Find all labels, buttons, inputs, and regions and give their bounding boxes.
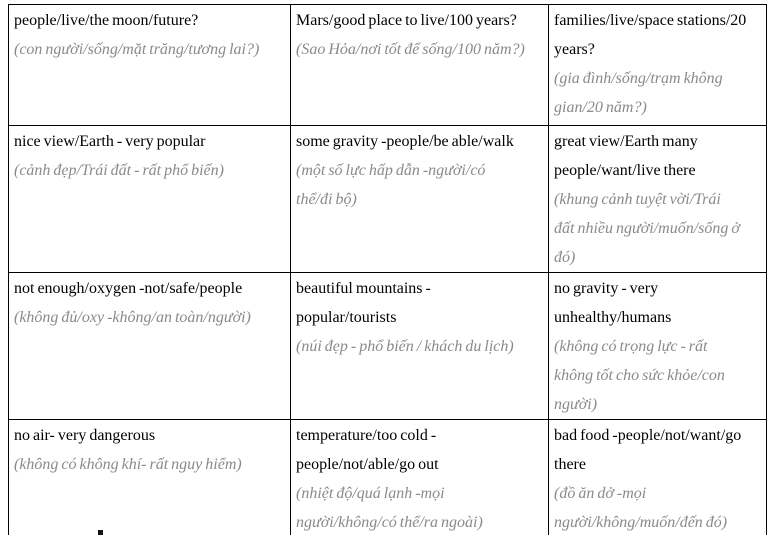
table-cell: some gravity -people/be able/walk (một s… <box>290 125 549 273</box>
english-phrase: families/live/space stations/20 years? <box>554 12 747 58</box>
table-row: not enough/oxygen -not/safe/people (khôn… <box>8 272 767 420</box>
vietnamese-translation: (không có trọng lực - rất không tốt cho … <box>554 338 725 413</box>
vietnamese-translation: (đồ ăn dở -mọi người/không/muốn/đến đó) <box>554 485 728 531</box>
english-phrase: no air- very dangerous <box>14 427 156 444</box>
table-cell: beautiful mountains - popular/tourists (… <box>290 272 549 420</box>
vietnamese-translation: (nhiệt độ/quá lạnh -mọi người/không/có t… <box>296 485 483 531</box>
table-cell: Mars/good place to live/100 years? (Sao … <box>290 4 549 126</box>
worksheet-table: people/live/the moon/future? (con người/… <box>8 4 767 535</box>
english-phrase: temperature/too cold - people/not/able/g… <box>296 427 439 473</box>
table-cell: no gravity - very unhealthy/humans (khôn… <box>548 272 767 420</box>
vietnamese-translation: (gia đình/sống/trạm không gian/20 năm?) <box>554 70 723 116</box>
vietnamese-translation: (con người/sống/mặt trăng/tương lai?) <box>14 41 260 58</box>
table-cell: nice view/Earth - very popular (cảnh đẹp… <box>8 125 291 273</box>
english-phrase: people/live/the moon/future? <box>14 12 199 29</box>
vietnamese-translation: (núi đẹp - phổ biến / khách du lịch) <box>296 338 514 355</box>
table-cell: families/live/space stations/20 years? (… <box>548 4 767 126</box>
english-phrase: great view/Earth many people/want/live t… <box>554 133 698 179</box>
table-cell: great view/Earth many people/want/live t… <box>548 125 767 273</box>
english-phrase: beautiful mountains - popular/tourists <box>296 280 431 326</box>
table-cell: not enough/oxygen -not/safe/people (khôn… <box>8 272 291 420</box>
english-phrase: bad food -people/not/want/go there <box>554 427 742 473</box>
table-row: people/live/the moon/future? (con người/… <box>8 4 767 126</box>
vietnamese-translation: (không đủ/oxy -không/an toàn/người) <box>14 309 251 326</box>
table-cell: temperature/too cold - people/not/able/g… <box>290 419 549 535</box>
vietnamese-translation: (Sao Hỏa/nơi tốt để sống/100 năm?) <box>296 41 525 58</box>
table-row: no air- very dangerous (không có không k… <box>8 419 767 535</box>
table-cell: no air- very dangerous (không có không k… <box>8 419 291 535</box>
english-phrase: not enough/oxygen -not/safe/people <box>14 280 243 297</box>
english-phrase: Mars/good place to live/100 years? <box>296 12 517 29</box>
english-phrase: nice view/Earth - very popular <box>14 133 206 150</box>
english-phrase: no gravity - very unhealthy/humans <box>554 280 672 326</box>
vietnamese-translation: (khung cảnh tuyệt vời/Trái đất nhiều ngư… <box>554 191 740 266</box>
english-phrase: some gravity -people/be able/walk <box>296 133 514 150</box>
table-row: nice view/Earth - very popular (cảnh đẹp… <box>8 125 767 273</box>
vietnamese-translation: (cảnh đẹp/Trái đất - rất phổ biến) <box>14 162 224 179</box>
table-cell: people/live/the moon/future? (con người/… <box>8 4 291 126</box>
cutoff-text-fragment <box>98 530 103 535</box>
vietnamese-translation: (không có không khí- rất nguy hiểm) <box>14 456 242 473</box>
table-cell: bad food -people/not/want/go there (đồ ă… <box>548 419 767 535</box>
vietnamese-translation: (một số lực hấp dẫn -người/có thể/đi bộ) <box>296 162 486 208</box>
